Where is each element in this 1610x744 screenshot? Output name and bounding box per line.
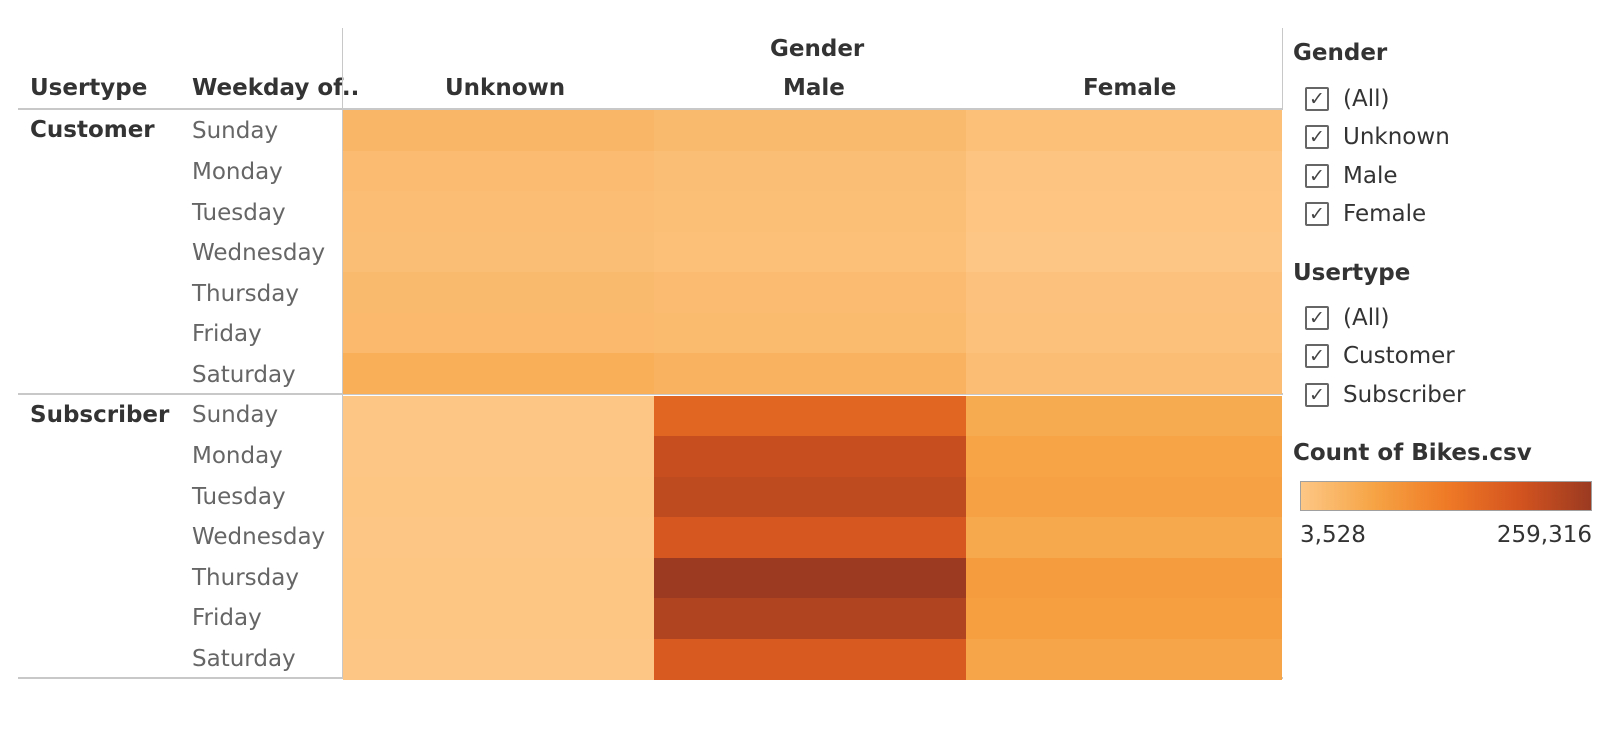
checkbox-checked-icon[interactable]: ✓ <box>1305 125 1329 149</box>
heatmap-cell[interactable] <box>343 517 654 558</box>
heatmap-cell[interactable] <box>654 436 966 477</box>
heatmap-cell[interactable] <box>343 231 654 273</box>
header-usertype: Usertype <box>30 75 148 101</box>
heatmap-cell[interactable] <box>343 395 654 437</box>
row-label-day: Sunday <box>192 402 279 428</box>
filter-option-label: Female <box>1343 201 1427 227</box>
heatmap-cell[interactable] <box>654 191 966 232</box>
heatmap-cell[interactable] <box>343 272 654 313</box>
heatmap-cell[interactable] <box>966 110 1282 151</box>
row-group-customer: Customer <box>30 117 155 143</box>
row-label-day: Sunday <box>192 118 279 144</box>
heatmap-cell[interactable] <box>343 110 654 151</box>
heatmap-cell[interactable] <box>343 312 654 354</box>
checkbox-checked-icon[interactable]: ✓ <box>1305 306 1329 330</box>
filter-option-label: Subscriber <box>1343 382 1466 408</box>
heatmap-cell[interactable] <box>654 272 966 313</box>
heatmap-cell[interactable] <box>654 476 966 518</box>
row-group-subscriber: Subscriber <box>30 402 170 428</box>
heatmap-cell[interactable] <box>654 395 966 437</box>
heatmap-cell[interactable] <box>966 638 1282 680</box>
gender-filter-option-male[interactable]: ✓ Male <box>1305 161 1397 191</box>
color-legend-title: Count of Bikes.csv <box>1293 440 1532 466</box>
heatmap-cell[interactable] <box>343 557 654 599</box>
heatmap-cell[interactable] <box>654 231 966 273</box>
gender-filter-title: Gender <box>1293 40 1388 66</box>
column-header-female: Female <box>1083 75 1177 101</box>
heatmap-cell[interactable] <box>343 436 654 477</box>
filter-option-label: Male <box>1343 163 1398 189</box>
row-label-day: Monday <box>192 443 283 469</box>
gender-filter-option-unknown[interactable]: ✓ Unknown <box>1305 122 1450 152</box>
heatmap-cell[interactable] <box>966 312 1282 354</box>
row-label-day: Monday <box>192 159 283 185</box>
heatmap-cell[interactable] <box>343 476 654 518</box>
heatmap-cell[interactable] <box>654 557 966 599</box>
checkbox-checked-icon[interactable]: ✓ <box>1305 87 1329 111</box>
checkbox-checked-icon[interactable]: ✓ <box>1305 383 1329 407</box>
column-header-male: Male <box>783 75 845 101</box>
heatmap-cell[interactable] <box>654 110 966 151</box>
heatmap-cell[interactable] <box>966 436 1282 477</box>
heatmap-cell[interactable] <box>343 150 654 192</box>
heatmap-cell[interactable] <box>654 598 966 639</box>
heatmap-cell[interactable] <box>343 638 654 680</box>
row-label-day: Thursday <box>192 565 299 591</box>
checkbox-checked-icon[interactable]: ✓ <box>1305 344 1329 368</box>
filter-option-label: Unknown <box>1343 124 1450 150</box>
heatmap-cell[interactable] <box>966 557 1282 599</box>
gender-filter-option-all[interactable]: ✓ (All) <box>1305 84 1389 114</box>
checkbox-checked-icon[interactable]: ✓ <box>1305 202 1329 226</box>
filter-option-label: (All) <box>1343 86 1390 112</box>
heatmap-cell[interactable] <box>654 353 966 394</box>
grid-divider-vertical-right <box>1282 28 1283 110</box>
heatmap-cell[interactable] <box>343 191 654 232</box>
grid-divider-header <box>18 108 1283 110</box>
row-label-day: Saturday <box>192 362 296 388</box>
color-legend-min: 3,528 <box>1300 522 1366 548</box>
usertype-filter-title: Usertype <box>1293 260 1411 286</box>
row-label-day: Tuesday <box>192 200 286 226</box>
row-label-day: Wednesday <box>192 240 326 266</box>
row-label-day: Wednesday <box>192 524 326 550</box>
heatmap-cell[interactable] <box>654 517 966 558</box>
grid-divider-vertical <box>342 28 343 679</box>
heatmap-cell[interactable] <box>966 476 1282 518</box>
usertype-filter-option-all[interactable]: ✓ (All) <box>1305 303 1389 333</box>
heatmap-cell[interactable] <box>966 191 1282 232</box>
heatmap-cell[interactable] <box>654 150 966 192</box>
filter-option-label: Customer <box>1343 343 1455 369</box>
heatmap-cell[interactable] <box>966 395 1282 437</box>
grid-divider-group <box>18 393 1283 395</box>
row-label-day: Saturday <box>192 646 296 672</box>
heatmap-cell[interactable] <box>966 353 1282 394</box>
filter-option-label: (All) <box>1343 305 1390 331</box>
header-gender: Gender <box>770 36 865 62</box>
color-legend-gradient <box>1300 481 1592 511</box>
column-header-unknown: Unknown <box>445 75 566 101</box>
header-weekday: Weekday of.. <box>192 75 360 101</box>
usertype-filter-option-subscriber[interactable]: ✓ Subscriber <box>1305 380 1465 410</box>
color-legend-max: 259,316 <box>1496 522 1592 548</box>
heatmap-cell[interactable] <box>343 353 654 394</box>
heatmap-cell[interactable] <box>966 272 1282 313</box>
checkbox-checked-icon[interactable]: ✓ <box>1305 164 1329 188</box>
heatmap-cell[interactable] <box>343 598 654 639</box>
heatmap-cell[interactable] <box>966 598 1282 639</box>
row-label-day: Friday <box>192 605 262 631</box>
heatmap-cell[interactable] <box>966 231 1282 273</box>
heatmap-cell[interactable] <box>654 312 966 354</box>
heatmap-cell[interactable] <box>966 150 1282 192</box>
row-label-day: Friday <box>192 321 262 347</box>
usertype-filter-option-customer[interactable]: ✓ Customer <box>1305 341 1455 371</box>
row-label-day: Tuesday <box>192 484 286 510</box>
heatmap-cell[interactable] <box>966 517 1282 558</box>
gender-filter-option-female[interactable]: ✓ Female <box>1305 199 1426 229</box>
row-label-day: Thursday <box>192 281 299 307</box>
heatmap-cell[interactable] <box>654 638 966 680</box>
